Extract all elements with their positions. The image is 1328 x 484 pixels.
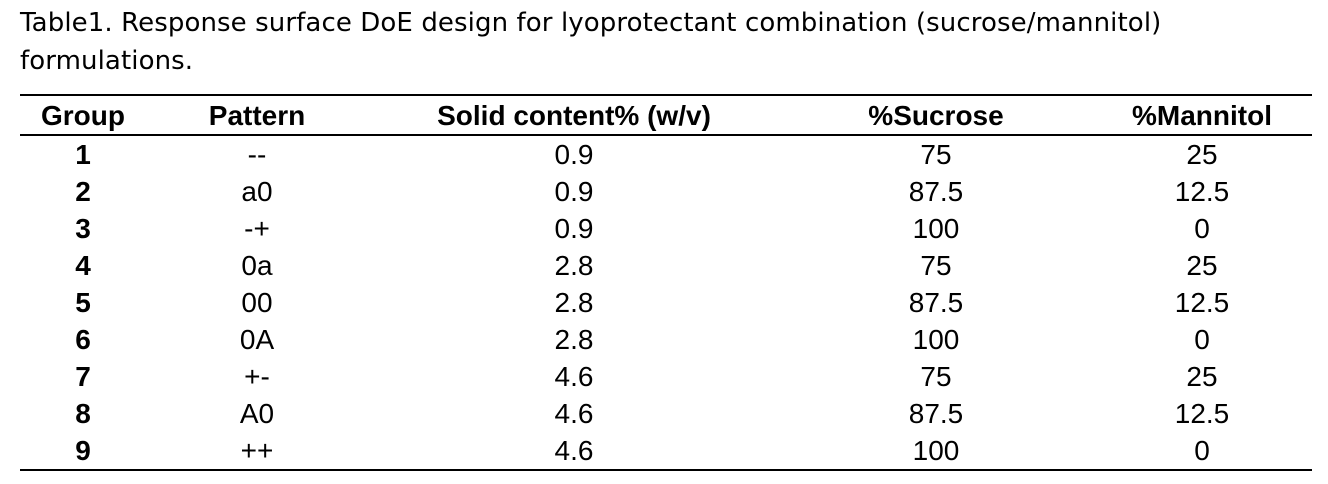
cell-sucrose: 100 [912,213,960,244]
cell-sucrose: 100 [912,435,960,466]
cell-group: 2 [75,176,91,207]
cell-mannitol: 12.5 [1174,287,1230,318]
cell-solid-content: 2.8 [554,287,594,318]
cell-solid-content: 4.6 [554,361,594,392]
cell-mannitol: 25 [1186,361,1218,392]
cell-solid-content: 0.9 [554,139,594,170]
cell-pattern: a0 [241,176,273,207]
cell-pattern: 00 [241,287,273,318]
doe-table-container: Group Pattern Solid content% (w/v) %Sucr… [20,94,1312,471]
cell-group: 7 [75,361,91,392]
cell-sucrose: 75 [920,250,952,281]
header-solid-content: Solid content% (w/v) [437,100,711,131]
cell-pattern: 0A [239,324,275,355]
cell-solid-content: 4.6 [554,398,594,429]
cell-mannitol: 25 [1186,250,1218,281]
cell-mannitol: 25 [1186,139,1218,170]
table-row: 3 -+ 0.9 100 0 [20,210,1312,247]
cell-pattern: -+ [244,213,270,244]
cell-group: 6 [75,324,91,355]
header-pattern: Pattern [208,100,306,131]
cell-group: 9 [75,435,91,466]
cell-solid-content: 0.9 [554,213,594,244]
cell-mannitol: 0 [1194,324,1210,355]
table-row: 7 +- 4.6 75 25 [20,358,1312,395]
cell-solid-content: 4.6 [554,435,594,466]
cell-pattern: ++ [240,435,274,466]
cell-mannitol: 12.5 [1174,398,1230,429]
cell-solid-content: 2.8 [554,250,594,281]
header-row: Group Pattern Solid content% (w/v) %Sucr… [20,95,1312,135]
cell-solid-content: 0.9 [554,176,594,207]
header-sucrose: %Sucrose [868,100,1004,131]
cell-pattern: 0a [241,250,273,281]
cell-sucrose: 87.5 [908,287,964,318]
table-body: 1 -- 0.9 75 25 2 a0 0.9 87.5 12.5 3 -+ 0.9 100 0 4 0a 2.8… [20,135,1312,470]
table-header: Group Pattern Solid content% (w/v) %Sucr… [20,95,1312,135]
cell-group: 3 [75,213,91,244]
table-row: 2 a0 0.9 87.5 12.5 [20,173,1312,210]
header-group: Group [41,100,125,131]
table-row: 4 0a 2.8 75 25 [20,247,1312,284]
header-mannitol: %Mannitol [1132,100,1272,131]
cell-mannitol: 12.5 [1174,176,1230,207]
cell-mannitol: 0 [1194,435,1210,466]
cell-sucrose: 87.5 [908,398,964,429]
cell-pattern: +- [244,361,270,392]
table-row: 6 0A 2.8 100 0 [20,321,1312,358]
table-row: 8 A0 4.6 87.5 12.5 [20,395,1312,432]
cell-pattern: -- [247,139,267,170]
table-row: 9 ++ 4.6 100 0 [20,432,1312,470]
doe-design-table: Group Pattern Solid content% (w/v) %Sucr… [20,94,1312,471]
table-caption: Table1. Response surface DoE design for … [20,8,1162,76]
cell-group: 1 [75,139,91,170]
table-row: 1 -- 0.9 75 25 [20,135,1312,173]
cell-sucrose: 75 [920,139,952,170]
cell-group: 8 [75,398,91,429]
cell-pattern: A0 [239,398,275,429]
cell-solid-content: 2.8 [554,324,594,355]
cell-sucrose: 100 [912,324,960,355]
cell-group: 4 [75,250,91,281]
table-row: 5 00 2.8 87.5 12.5 [20,284,1312,321]
cell-sucrose: 75 [920,361,952,392]
cell-mannitol: 0 [1194,213,1210,244]
cell-sucrose: 87.5 [908,176,964,207]
cell-group: 5 [75,287,91,318]
